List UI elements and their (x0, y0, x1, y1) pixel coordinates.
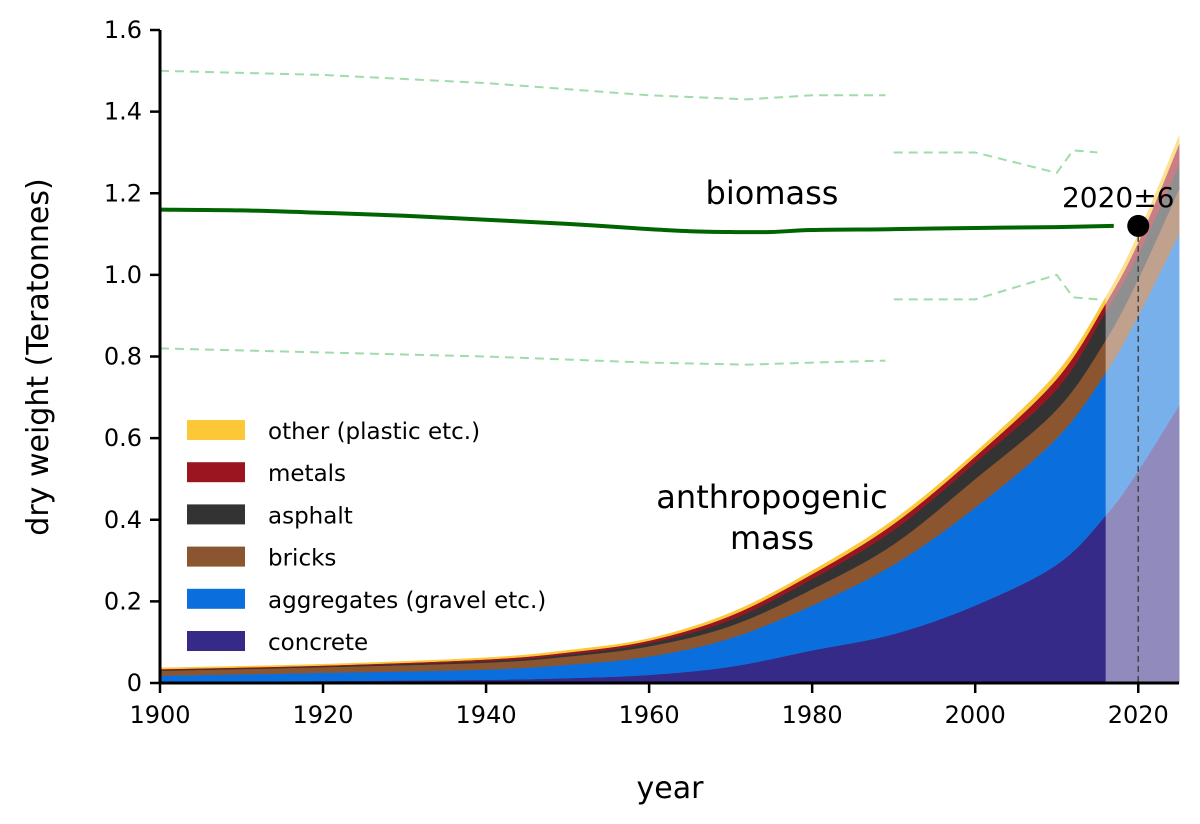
x-tick-label: 2000 (945, 701, 1006, 729)
x-axis-label: year (637, 771, 705, 806)
y-tick-label: 1.6 (104, 16, 142, 44)
legend-label: concrete (268, 630, 368, 656)
crossover-label: 2020±6 (1062, 181, 1175, 214)
legend-label: other (plastic etc.) (268, 419, 480, 445)
legend-label: asphalt (268, 503, 353, 529)
biomass-uncertainty (159, 69, 1098, 366)
y-tick-label: 0.2 (104, 587, 142, 615)
x-tick-label: 1940 (456, 701, 517, 729)
y-tick-label: 1.0 (104, 261, 142, 289)
anthropogenic-label-1: anthropogenic (656, 478, 887, 516)
legend-swatch-aggregates (187, 588, 245, 609)
legend-swatch-other (187, 420, 245, 440)
axes: 1900 1920 1940 1960 1980 2000 2020 0 0.2 0.4 0.6 0.… (104, 16, 1179, 729)
x-tick-label: 1900 (129, 701, 190, 729)
legend: other (plastic etc.) metals asphalt bricks a… (187, 419, 546, 656)
anthropogenic-label-2: mass (730, 519, 814, 557)
x-tick-label: 1960 (619, 701, 680, 729)
x-tick-label: 1920 (293, 701, 354, 729)
y-tick-label: 1.4 (104, 98, 142, 126)
legend-label: aggregates (gravel etc.) (268, 588, 546, 614)
x-tick-label: 2020 (1108, 701, 1169, 729)
area-other (159, 136, 1180, 670)
biomass-label: biomass (706, 174, 839, 212)
legend-swatch-concrete (187, 631, 245, 651)
legend-swatch-bricks (187, 546, 245, 567)
legend-swatch-asphalt (187, 504, 245, 525)
y-axis-label: dry weight (Teratonnes) (21, 178, 56, 535)
biomass-band-upper_2 (893, 149, 1098, 174)
legend-label: metals (268, 461, 346, 487)
y-tick-label: 0.4 (104, 506, 142, 534)
biomass-band-lower_1 (159, 347, 886, 366)
biomass-line (159, 207, 1114, 235)
crossover-point (1127, 214, 1150, 237)
biomass-band-upper_1 (159, 69, 886, 101)
projection-shade (1105, 30, 1179, 683)
y-tick-label: 0.6 (104, 424, 142, 452)
biomass-band-lower_2 (893, 273, 1098, 301)
y-tick-label: 1.2 (104, 179, 142, 207)
legend-swatch-metals (187, 462, 245, 483)
legend-label: bricks (268, 546, 336, 572)
y-tick-label: 0 (127, 669, 142, 697)
x-tick-label: 1980 (782, 701, 843, 729)
y-tick-label: 0.8 (104, 343, 142, 371)
